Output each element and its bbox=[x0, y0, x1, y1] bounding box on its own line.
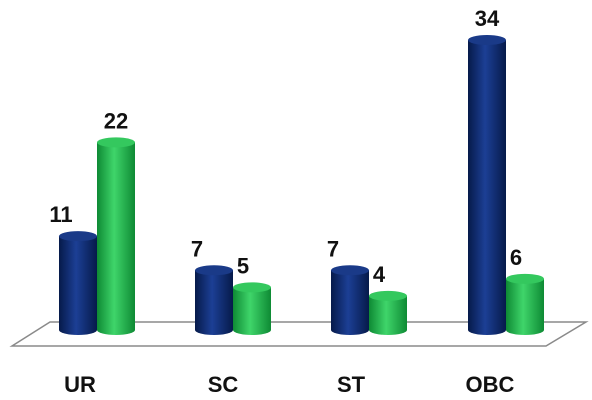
bar-body bbox=[195, 270, 233, 335]
bar-sc-green bbox=[233, 282, 271, 335]
data-label-ur-navy: 11 bbox=[49, 202, 72, 227]
data-label-obc-navy: 34 bbox=[475, 6, 500, 31]
bar-cap bbox=[233, 282, 271, 293]
bar-obc-green bbox=[506, 273, 544, 335]
bar-body bbox=[468, 40, 506, 335]
data-label-st-navy: 7 bbox=[327, 236, 339, 261]
bar-body bbox=[369, 295, 407, 335]
bar-body bbox=[97, 142, 135, 335]
x-tick-ur: UR bbox=[64, 372, 96, 397]
bar-cap bbox=[59, 231, 97, 242]
bar-st-green bbox=[369, 290, 407, 335]
x-tick-st: ST bbox=[337, 372, 366, 397]
data-label-obc-green: 6 bbox=[510, 245, 522, 270]
data-label-st-green: 4 bbox=[373, 262, 386, 287]
x-tick-sc: SC bbox=[208, 372, 239, 397]
bar-cap bbox=[97, 137, 135, 148]
data-label-sc-navy: 7 bbox=[191, 236, 203, 261]
bar-cap bbox=[506, 273, 544, 284]
bar-body bbox=[506, 278, 544, 335]
labels-layer: 11 22 7 5 7 4 34 6 bbox=[49, 6, 522, 287]
bar-sc-navy bbox=[195, 265, 233, 335]
bar-cap bbox=[195, 265, 233, 276]
bar-st-navy bbox=[331, 265, 369, 335]
chart-floor bbox=[9, 321, 589, 347]
bars-layer bbox=[59, 35, 544, 335]
bar-cap bbox=[331, 265, 369, 276]
x-axis-ticks: UR SC ST OBC bbox=[64, 372, 514, 397]
bar-body bbox=[331, 270, 369, 335]
bar-ur-navy bbox=[59, 231, 97, 335]
bar-cap bbox=[468, 35, 506, 45]
data-label-sc-green: 5 bbox=[237, 253, 249, 278]
bar-ur-green bbox=[97, 137, 135, 335]
bar-body bbox=[233, 287, 271, 335]
bar-body bbox=[59, 236, 97, 335]
x-tick-obc: OBC bbox=[466, 372, 515, 397]
bar-obc-navy bbox=[468, 35, 506, 335]
data-label-ur-green: 22 bbox=[104, 108, 128, 133]
bar-cap bbox=[369, 290, 407, 301]
